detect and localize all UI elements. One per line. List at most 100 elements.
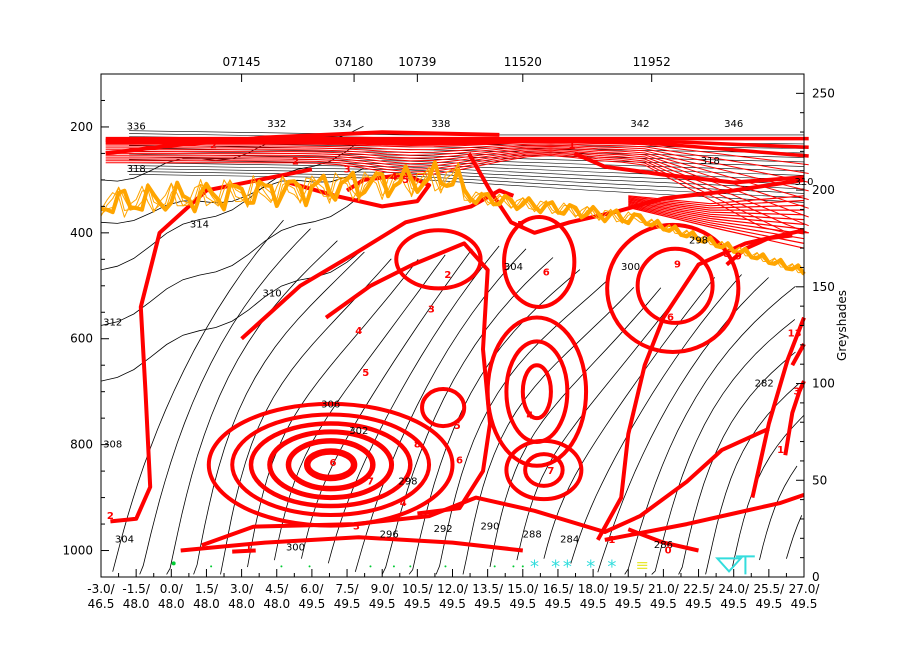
x-tick-label-lon: 22.5/ <box>683 582 715 596</box>
isentrope-line <box>220 258 392 575</box>
y-left-tick-label: 600 <box>70 332 93 346</box>
isentrope-line <box>597 277 769 573</box>
y-right-tick-label: 150 <box>812 280 835 294</box>
isentrope-label: 300 <box>286 543 305 554</box>
x-tick-label-lat: 48.0 <box>193 597 220 611</box>
tropopause-line <box>100 160 806 276</box>
x-tick-label-lon: 21.0/ <box>648 582 680 596</box>
x-tick-label-lat: 49.5 <box>580 597 607 611</box>
surface-dot-symbol <box>409 565 412 568</box>
isentrope-label: 336 <box>127 122 146 133</box>
isentrope-label: 314 <box>190 220 209 231</box>
surface-dot-symbol <box>512 565 515 568</box>
isentrope-label: 300 <box>621 262 640 273</box>
wind-contour <box>420 387 467 429</box>
isentrope-label: 298 <box>398 476 417 487</box>
x-tick-label-lon: -1.5/ <box>122 582 150 596</box>
surface-dot-symbol <box>521 565 524 568</box>
isentrope-label: 308 <box>103 439 122 450</box>
wind-contour <box>201 426 770 548</box>
isentrope-line <box>274 254 446 561</box>
y-right-tick-label: 0 <box>812 570 820 584</box>
wind-contour <box>783 380 806 456</box>
x-tick-label-lat: 49.5 <box>299 597 326 611</box>
wind-contour <box>628 199 805 216</box>
wind-label: 13 <box>788 328 802 339</box>
wind-contour <box>628 201 805 225</box>
isentrope-label: 338 <box>431 119 450 130</box>
wind-contour <box>180 535 524 553</box>
wind-contour <box>248 421 413 509</box>
wind-label: 3 <box>344 164 351 175</box>
isentrope-label: 288 <box>523 529 542 540</box>
isentrope-line <box>354 248 527 573</box>
wind-contour <box>504 339 570 444</box>
y-right-tick-label: 50 <box>812 473 827 487</box>
wind-contour <box>105 130 500 156</box>
isentrope-line <box>129 168 805 194</box>
x-tick-label-lat: 49.5 <box>755 597 782 611</box>
wind-contour <box>105 148 809 209</box>
surface-dot-symbol <box>171 561 176 566</box>
thunder-symbol <box>736 555 755 575</box>
isentrope-label: 284 <box>560 535 579 546</box>
x-tick-label-lon: 7.5/ <box>335 582 359 596</box>
wind-label: 1 <box>608 535 615 546</box>
surface-dot-symbol <box>210 565 213 568</box>
x-tick-label-lon: 12.0/ <box>437 582 469 596</box>
wind-label: 9 <box>674 260 681 271</box>
surface-dot-symbol <box>308 565 311 568</box>
wind-label: 5 <box>362 368 369 379</box>
station-label: 07180 <box>335 55 373 69</box>
surface-dot-symbol <box>444 565 447 568</box>
isentrope-label: 306 <box>321 400 340 411</box>
wind-label: 1 <box>569 140 576 151</box>
wind-contour <box>324 241 492 516</box>
isentrope-line <box>100 137 364 271</box>
wind-contour <box>230 412 432 518</box>
wind-label: 2 <box>444 270 451 281</box>
tropopause-curve <box>100 160 806 276</box>
x-tick-label-lon: -3.0/ <box>87 582 115 596</box>
wind-contour <box>725 233 793 267</box>
wind-label: 4 <box>400 498 407 509</box>
isentrope-line <box>166 240 338 575</box>
isentrope-label: 312 <box>103 318 122 329</box>
wind-label: 8 <box>723 249 730 260</box>
y-left-tick-label: 200 <box>70 120 93 134</box>
surface-dot-symbol <box>280 565 283 568</box>
wind-label: 6 <box>330 458 337 469</box>
isentrope-label: 346 <box>724 119 743 130</box>
wind-label: 7 <box>547 466 554 477</box>
wind-contour <box>790 343 806 367</box>
surface-weather-symbols: * * * * * ≡ <box>171 555 755 577</box>
x-tick-label-lat: 48.0 <box>228 597 255 611</box>
x-tick-label-lon: 25.5/ <box>753 582 785 596</box>
snow-symbol: * <box>530 556 539 577</box>
wind-label: 4 <box>526 411 533 422</box>
y-left-tick-label: 800 <box>70 438 93 452</box>
isentrope-label: 318 <box>127 164 146 175</box>
x-tick-label-lat: 49.5 <box>369 597 396 611</box>
isentrope-line <box>624 285 796 575</box>
station-label: 07145 <box>223 55 261 69</box>
x-tick-label-lat: 49.5 <box>720 597 747 611</box>
x-tick-label-lon: 4.5/ <box>265 582 289 596</box>
wind-contour <box>628 202 805 230</box>
tropopause-curve <box>100 162 805 276</box>
x-tick-label-lon: 15.0/ <box>507 582 539 596</box>
station-label: 11952 <box>633 55 671 69</box>
y-right-tick-label: 100 <box>812 377 835 391</box>
x-tick-label-lat: 49.5 <box>439 597 466 611</box>
x-tick-label-lat: 49.5 <box>615 597 642 611</box>
wind-label: 7 <box>367 477 374 488</box>
wind-label: 3 <box>793 387 800 398</box>
shower-symbol <box>715 557 743 573</box>
wind-contour <box>504 438 584 502</box>
x-tick-label-lon: 3.0/ <box>230 582 254 596</box>
isentrope-label: 298 <box>689 235 708 246</box>
x-tick-label-lat: 49.5 <box>545 597 572 611</box>
x-tick-label-lat: 49.5 <box>509 597 536 611</box>
x-tick-label-lon: 19.5/ <box>613 582 645 596</box>
wind-contour <box>628 198 804 211</box>
